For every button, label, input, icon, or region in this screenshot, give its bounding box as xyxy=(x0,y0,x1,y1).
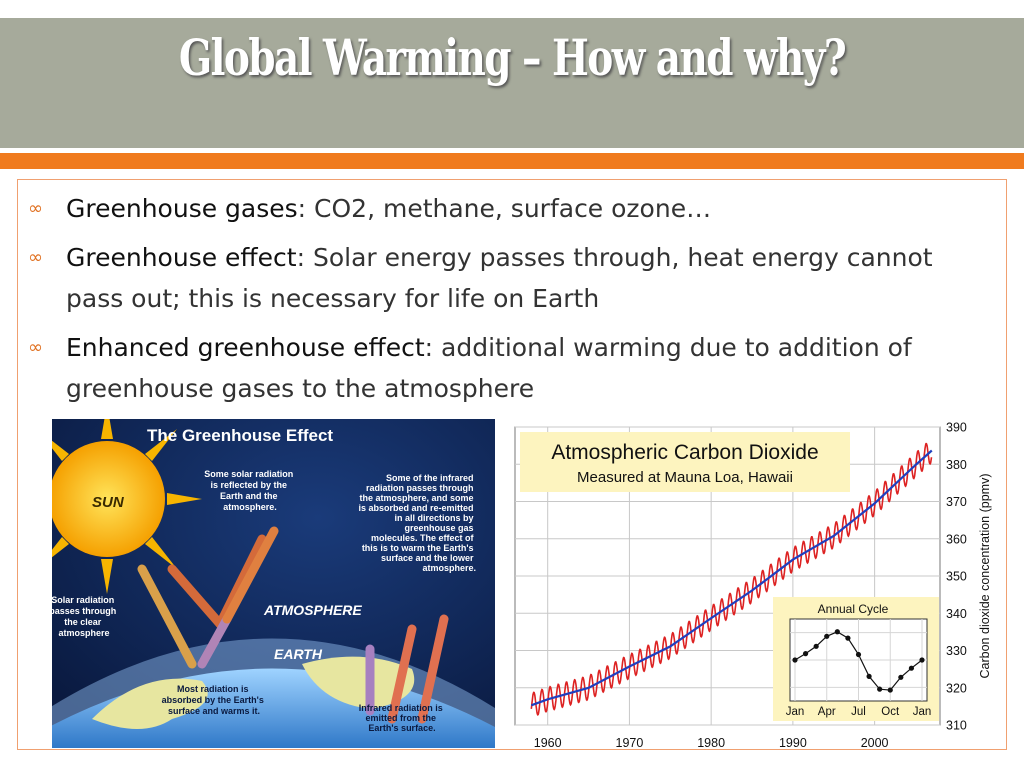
annual-cycle-point xyxy=(908,665,915,671)
y-tick-label: 380 xyxy=(946,458,967,472)
sun-icon xyxy=(52,419,202,594)
bullet-term: Greenhouse effect xyxy=(66,243,297,272)
x-tick-label: 2000 xyxy=(861,736,889,750)
x-tick-label: 1970 xyxy=(616,736,644,750)
annual-cycle-point xyxy=(792,657,798,663)
annual-cycle-point xyxy=(919,657,925,663)
y-tick-label: 350 xyxy=(946,570,967,584)
y-tick-label: 310 xyxy=(946,719,967,733)
data-lines xyxy=(530,442,933,717)
axis-ticks: 1960 1970 1980 1990 2000 310 320 330 340 350 360 37… xyxy=(534,421,967,751)
title-band xyxy=(0,18,1024,148)
land-mass xyxy=(92,678,208,729)
bullet-list: ∞ Greenhouse gases: CO2, methane, surface… xyxy=(28,188,978,417)
bullet-text: : Solar energy passes through, heat ener… xyxy=(66,243,933,313)
slide-title: Global Warming – How and why? xyxy=(178,28,847,87)
monthly-co2-line xyxy=(530,442,933,717)
inset-x-tick-label: Jul xyxy=(851,706,866,718)
y-tick-label: 330 xyxy=(946,644,967,658)
sun-label: SUN xyxy=(92,494,125,511)
label-absorbed: Most radiation is absorbed by the Earth'… xyxy=(162,684,267,716)
diagram-title: The Greenhouse Effect xyxy=(147,426,333,445)
radiation-arrows xyxy=(137,526,449,724)
inset-grid xyxy=(790,619,927,701)
inset-ticks: Jan Apr Jul Oct Jan xyxy=(786,706,932,718)
label-emitted: Infrared radiation is emitted from the E… xyxy=(359,703,446,733)
annual-cycle-inset: Annual Cycle Jan Apr Jul Oct Jan xyxy=(773,597,939,721)
bullet-enhanced-effect: ∞ Enhanced greenhouse effect: additional … xyxy=(28,327,978,409)
annual-mean-co2-line xyxy=(530,449,933,707)
annual-cycle-point xyxy=(824,633,830,639)
y-tick-label: 320 xyxy=(946,681,967,695)
inset-x-tick-label: Apr xyxy=(818,706,836,718)
annual-cycle-point xyxy=(898,674,904,680)
y-tick-label: 370 xyxy=(946,495,967,509)
annual-cycle-point xyxy=(887,687,893,693)
bullet-term: Greenhouse gases xyxy=(66,194,298,223)
inset-x-tick-label: Jan xyxy=(786,706,805,718)
inset-title: Annual Cycle xyxy=(818,602,889,616)
diagram-annotations: Solar radiation passes through the clear… xyxy=(52,469,476,733)
inset-x-tick-label: Jan xyxy=(913,706,932,718)
bullet-term: Enhanced greenhouse effect xyxy=(66,333,425,362)
inset-x-tick-label: Oct xyxy=(881,706,900,718)
inset-line xyxy=(792,629,925,693)
greenhouse-svg: The Greenhouse Effect SUN ATMOSPHERE EAR… xyxy=(52,419,495,748)
chart-subtitle: Measured at Mauna Loa, Hawaii xyxy=(577,469,793,486)
infinity-bullet-icon: ∞ xyxy=(28,247,43,268)
co2-chart-svg: 1960 1970 1980 1990 2000 310 320 330 340 350 360 37… xyxy=(514,421,992,751)
label-infrared: Some of the infrared radiation passes th… xyxy=(358,473,476,573)
content-frame xyxy=(17,179,1007,750)
atmosphere-label: ATMOSPHERE xyxy=(263,602,362,618)
bullet-text: : additional warming due to addition of … xyxy=(66,333,912,403)
greenhouse-diagram: The Greenhouse Effect SUN ATMOSPHERE EAR… xyxy=(52,419,495,748)
bullet-text: : CO2, methane, surface ozone… xyxy=(297,194,712,223)
annual-cycle-point xyxy=(845,635,851,641)
annual-cycle-point xyxy=(866,673,872,679)
annual-cycle-point xyxy=(877,686,883,692)
bullet-greenhouse-gases: ∞ Greenhouse gases: CO2, methane, surface… xyxy=(28,188,978,229)
infinity-bullet-icon: ∞ xyxy=(28,198,43,219)
chart-title: Atmospheric Carbon Dioxide xyxy=(551,441,818,464)
co2-chart: 1960 1970 1980 1990 2000 310 320 330 340 350 360 37… xyxy=(508,419,1003,750)
y-tick-label: 360 xyxy=(946,532,967,546)
earth-label: EARTH xyxy=(274,646,323,662)
bullet-greenhouse-effect: ∞ Greenhouse effect: Solar energy passes … xyxy=(28,237,978,319)
infinity-bullet-icon: ∞ xyxy=(28,337,43,358)
title-box xyxy=(520,432,850,492)
label-reflected: Some solar radiation is reflected by the… xyxy=(204,469,296,512)
y-tick-label: 340 xyxy=(946,607,967,621)
annual-cycle-point xyxy=(834,629,840,635)
annual-cycle-point xyxy=(802,651,809,657)
label-solar-in: Solar radiation passes through the clear… xyxy=(52,595,119,638)
annual-cycle-point xyxy=(813,643,819,649)
x-tick-label: 1990 xyxy=(779,736,807,750)
land-mass xyxy=(302,656,415,709)
accent-bar xyxy=(0,153,1024,169)
x-tick-label: 1960 xyxy=(534,736,562,750)
x-tick-label: 1980 xyxy=(697,736,725,750)
y-tick-label: 390 xyxy=(946,421,967,435)
y-axis-label: Carbon dioxide concentration (ppmv) xyxy=(978,474,992,679)
annual-cycle-point xyxy=(855,651,862,658)
